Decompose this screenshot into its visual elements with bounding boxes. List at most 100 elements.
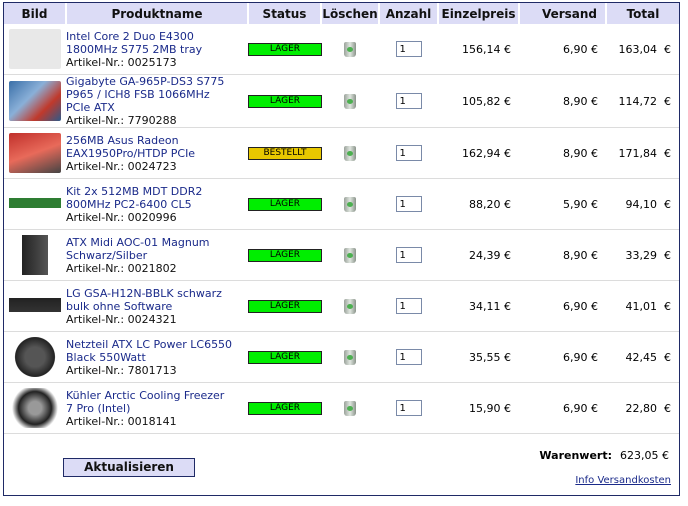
product-image[interactable] xyxy=(9,133,61,173)
unit-price: 24,39 € xyxy=(438,229,519,281)
product-name-line: bulk ohne Software xyxy=(66,299,173,313)
trash-icon[interactable] xyxy=(344,196,356,212)
unit-price: 156,14 € xyxy=(438,24,519,75)
product-name-line: PCIe ATX xyxy=(66,101,115,114)
status-badge: LAGER xyxy=(248,401,322,415)
product-image[interactable] xyxy=(9,29,61,69)
trash-icon[interactable] xyxy=(344,400,356,416)
status-badge: LAGER xyxy=(248,350,322,364)
product-name-line: 1800MHz S775 2MB tray xyxy=(66,42,203,56)
row-total: 163,04 € xyxy=(606,24,679,75)
product-name-line: Kit 2x 512MB MDT DDR2 xyxy=(66,184,203,198)
col-qty: Anzahl xyxy=(378,3,438,24)
status-badge: LAGER xyxy=(248,299,322,313)
product-link[interactable]: LG GSA-H12N-BBLK schwarz bulk ohne Softwa… xyxy=(66,287,248,313)
product-name-line: Kühler Arctic Cooling Freezer xyxy=(66,388,225,402)
article-number: Artikel-Nr.: 0021802 xyxy=(66,261,177,275)
product-image[interactable] xyxy=(9,388,61,428)
order-value-amount: 623,05 € xyxy=(620,449,669,462)
trash-icon[interactable] xyxy=(344,349,356,365)
article-number: Artikel-Nr.: 0020996 xyxy=(66,210,177,224)
row-total: 94,10 € xyxy=(606,178,679,230)
cart-table: Bild Produktname Status Löschen Anzahl E… xyxy=(4,3,679,434)
product-image[interactable] xyxy=(9,184,61,224)
product-name-line: Netzteil ATX LC Power LC6550 xyxy=(66,337,233,351)
shipping-info-link[interactable]: Info Versandkosten xyxy=(575,475,671,486)
product-link[interactable]: Kit 2x 512MB MDT DDR2 800MHz PC2-6400 CL5 xyxy=(66,185,248,211)
quantity-input[interactable] xyxy=(395,298,422,314)
product-name-line: Intel Core 2 Duo E4300 xyxy=(66,29,194,43)
shipping-cost: 8,90 € xyxy=(519,74,606,128)
unit-price: 34,11 € xyxy=(438,280,519,332)
unit-price: 35,55 € xyxy=(438,331,519,383)
article-number: Artikel-Nr.: 0024321 xyxy=(66,312,177,326)
trash-icon[interactable] xyxy=(344,93,356,109)
shipping-cost: 6,90 € xyxy=(519,382,606,434)
product-name-line: ATX Midi AOC-01 Magnum xyxy=(66,235,210,249)
product-link[interactable]: 256MB Asus Radeon EAX1950Pro/HTDP PCIe xyxy=(66,134,248,160)
status-badge: LAGER xyxy=(248,248,322,262)
product-name-line: 7 Pro (Intel) xyxy=(66,401,131,415)
order-value: Warenwert: 623,05 € xyxy=(539,449,669,462)
quantity-input[interactable] xyxy=(395,145,422,161)
quantity-input[interactable] xyxy=(395,93,422,109)
row-total: 22,80 € xyxy=(606,382,679,434)
status-badge: LAGER xyxy=(248,197,322,211)
quantity-input[interactable] xyxy=(395,400,422,416)
article-number: Artikel-Nr.: 7801713 xyxy=(66,363,177,377)
unit-price: 88,20 € xyxy=(438,178,519,230)
product-link[interactable]: ATX Midi AOC-01 Magnum Schwarz/Silber xyxy=(66,236,248,262)
col-ship: Versand xyxy=(518,3,606,24)
quantity-input[interactable] xyxy=(395,247,422,263)
trash-icon[interactable] xyxy=(344,145,356,161)
shipping-cost: 6,90 € xyxy=(519,24,606,75)
product-image[interactable] xyxy=(9,235,61,275)
table-row: LG GSA-H12N-BBLK schwarz bulk ohne Softwa… xyxy=(4,280,679,332)
article-number: Artikel-Nr.: 0024723 xyxy=(66,159,177,173)
product-link[interactable]: Kühler Arctic Cooling Freezer 7 Pro (Inte… xyxy=(66,389,248,415)
quantity-input[interactable] xyxy=(395,349,422,365)
col-delete: Löschen xyxy=(320,3,379,24)
row-total: 41,01 € xyxy=(606,280,679,332)
shipping-cost: 5,90 € xyxy=(519,178,606,230)
row-total: 171,84 € xyxy=(606,127,679,179)
status-badge: LAGER xyxy=(248,42,322,56)
trash-icon[interactable] xyxy=(344,247,356,263)
row-total: 42,45 € xyxy=(606,331,679,383)
product-link[interactable]: Gigabyte GA-965P-DS3 S775 P965 / ICH8 FSB… xyxy=(66,75,248,114)
product-link[interactable]: Intel Core 2 Duo E4300 1800MHz S775 2MB t… xyxy=(66,30,248,56)
row-total: 33,29 € xyxy=(606,229,679,281)
product-name-line: LG GSA-H12N-BBLK schwarz xyxy=(66,286,222,300)
quantity-input[interactable] xyxy=(395,41,422,57)
col-bild: Bild xyxy=(4,3,66,24)
unit-price: 162,94 € xyxy=(438,127,519,179)
table-row: Gigabyte GA-965P-DS3 S775 P965 / ICH8 FSB… xyxy=(4,74,679,128)
table-row: Kühler Arctic Cooling Freezer 7 Pro (Inte… xyxy=(4,382,679,434)
product-image[interactable] xyxy=(9,81,61,121)
product-link[interactable]: Netzteil ATX LC Power LC6550 Black 550Wat… xyxy=(66,338,248,364)
col-price: Einzelpreis xyxy=(437,3,519,24)
order-value-label: Warenwert: xyxy=(539,449,613,462)
table-row: ATX Midi AOC-01 Magnum Schwarz/Silber Arti… xyxy=(4,229,679,281)
product-name-line: Gigabyte GA-965P-DS3 S775 xyxy=(66,75,225,88)
col-total: Total xyxy=(605,3,679,24)
table-row: Netzteil ATX LC Power LC6550 Black 550Wat… xyxy=(4,331,679,383)
col-name: Produktname xyxy=(65,3,248,24)
status-badge: LAGER xyxy=(248,94,322,108)
product-image[interactable] xyxy=(9,337,61,377)
shipping-cost: 8,90 € xyxy=(519,229,606,281)
unit-price: 15,90 € xyxy=(438,382,519,434)
status-badge: BESTELLT xyxy=(248,146,322,160)
row-total: 114,72 € xyxy=(606,74,679,128)
product-name-line: EAX1950Pro/HTDP PCIe xyxy=(66,146,196,160)
article-number: Artikel-Nr.: 0025173 xyxy=(66,55,177,69)
trash-icon[interactable] xyxy=(344,41,356,57)
product-name-line: 256MB Asus Radeon xyxy=(66,133,179,147)
col-status: Status xyxy=(247,3,321,24)
trash-icon[interactable] xyxy=(344,298,356,314)
shipping-cost: 6,90 € xyxy=(519,331,606,383)
quantity-input[interactable] xyxy=(395,196,422,212)
update-button[interactable]: Aktualisieren xyxy=(63,458,195,477)
product-name-line: P965 / ICH8 FSB 1066MHz xyxy=(66,88,210,101)
product-image[interactable] xyxy=(9,286,61,326)
